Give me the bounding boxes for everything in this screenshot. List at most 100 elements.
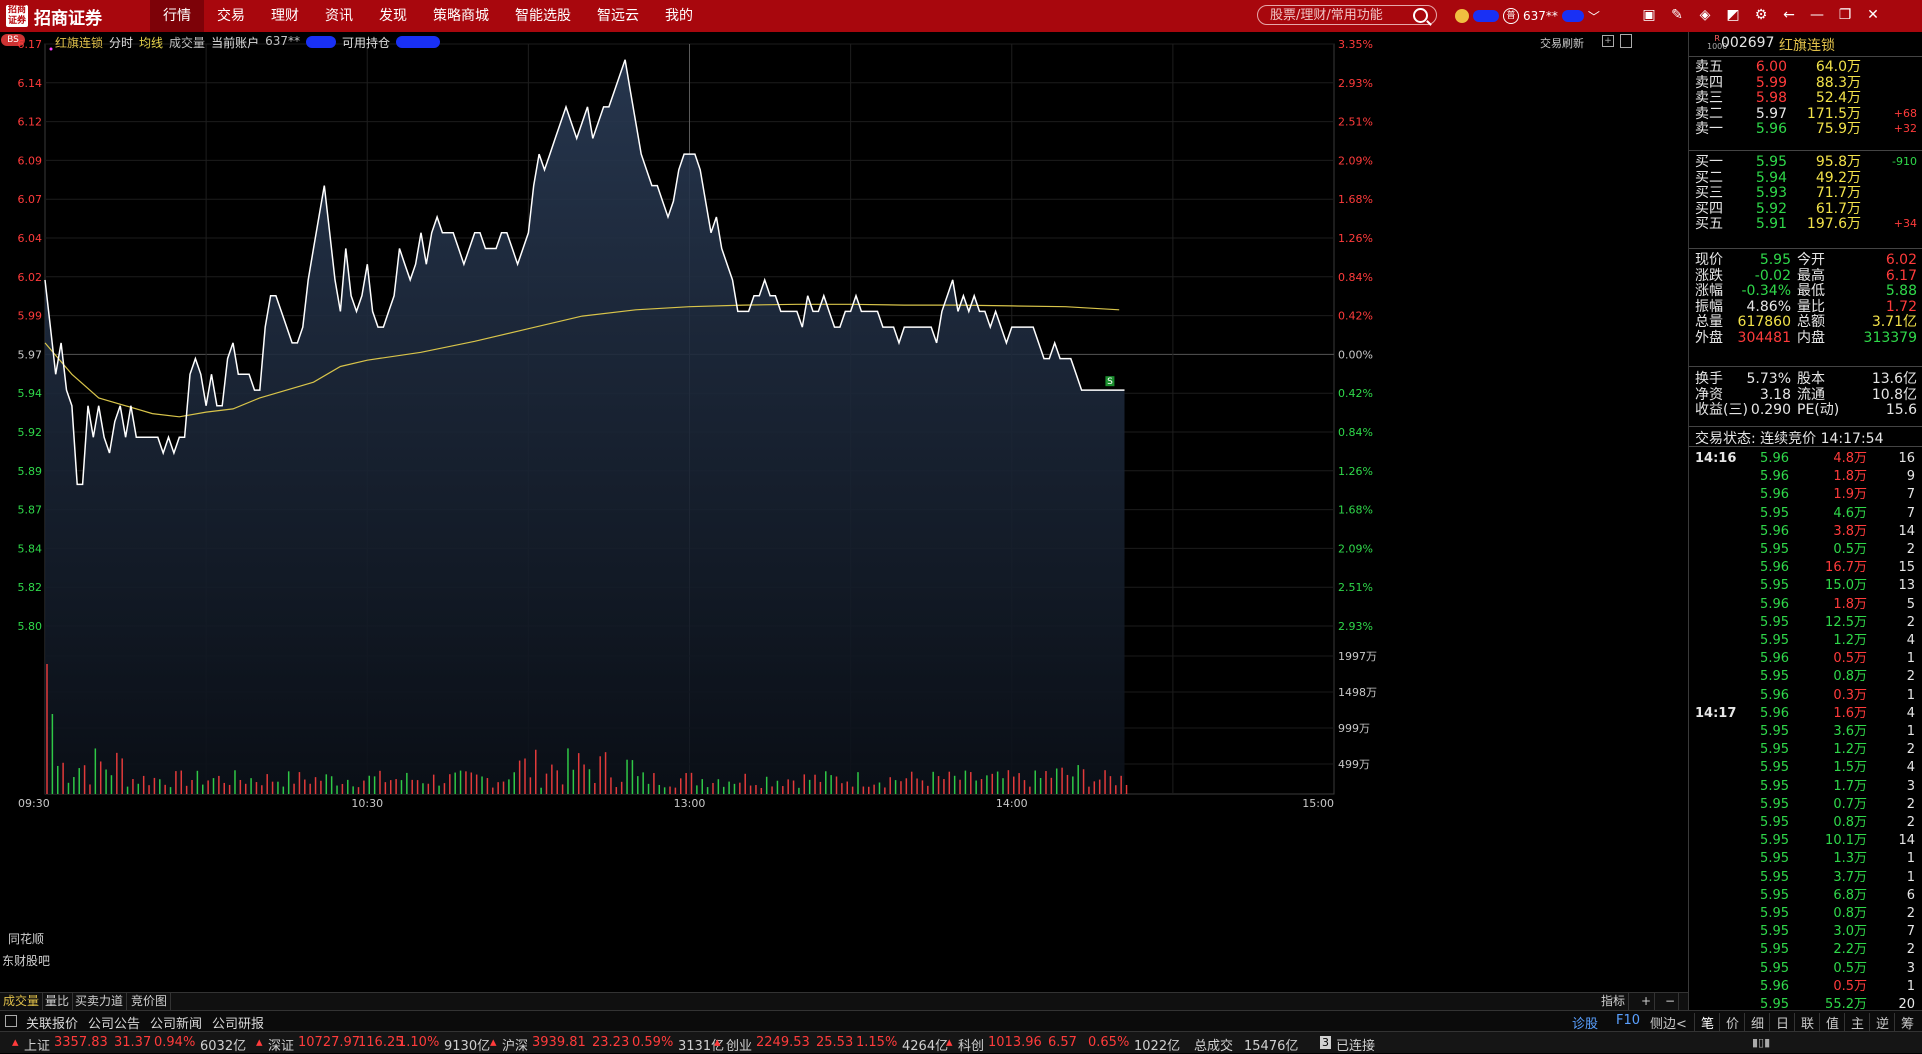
link-sidebar[interactable]: 侧边< xyxy=(1650,1017,1687,1032)
minimize-icon[interactable]: — xyxy=(1810,7,1824,23)
view-tab-6[interactable]: 主 xyxy=(1844,1013,1864,1032)
tick-row[interactable]: 5.96 1.9万 7 xyxy=(1695,486,1919,504)
tick-row[interactable]: 5.95 0.8万 2 xyxy=(1695,814,1919,832)
quote-code[interactable]: 002697 xyxy=(1721,35,1775,51)
view-tab-1[interactable]: 价 xyxy=(1719,1013,1739,1032)
link-f10[interactable]: F10 xyxy=(1616,1013,1641,1028)
view-tab-5[interactable]: 值 xyxy=(1819,1013,1839,1032)
bid-row[interactable]: 买五 5.91 197.6万 +34 xyxy=(1695,215,1917,233)
ask-row[interactable]: 卖二 5.97 171.5万 +68 xyxy=(1695,105,1917,123)
tick-row[interactable]: 5.95 1.2万 2 xyxy=(1695,741,1919,759)
tick-row[interactable]: 5.95 3.7万 1 xyxy=(1695,869,1919,887)
stat-row[interactable]: 涨跌 -0.02 最高 6.17 xyxy=(1695,267,1917,285)
bid-row[interactable]: 买一 5.95 95.8万 -910 xyxy=(1695,153,1917,171)
tick-row[interactable]: 5.95 12.5万 2 xyxy=(1695,614,1919,632)
tick-row[interactable]: 5.96 0.5万 1 xyxy=(1695,978,1919,996)
tick-row[interactable]: 14:16 5.96 4.8万 16 xyxy=(1695,450,1919,468)
intraday-chart[interactable]: 6.17 6.14 6.12 6.09 6.07 6.04 6.02 5.99 5.97 5.94… xyxy=(0,32,1688,992)
tick-row[interactable]: 5.96 1.8万 9 xyxy=(1695,468,1919,486)
left-label-tonghuashun[interactable]: 同花顺 xyxy=(8,932,45,946)
menu-zixun[interactable]: 资讯 xyxy=(325,8,353,24)
link-research[interactable]: 公司研报 xyxy=(212,1017,265,1032)
stat-row[interactable]: 现价 5.95 今开 6.02 xyxy=(1695,251,1917,269)
stat-row[interactable]: 总量 617860 总额 3.71亿 xyxy=(1695,313,1917,331)
tab-auction[interactable]: 竞价图 xyxy=(128,993,172,1010)
view-tab-0[interactable]: 笔 xyxy=(1694,1013,1714,1032)
tick-row[interactable]: 5.95 55.2万 20 xyxy=(1695,996,1919,1014)
view-tab-7[interactable]: 逆 xyxy=(1869,1013,1889,1032)
stat-row[interactable]: 振幅 4.86% 量比 1.72 xyxy=(1695,298,1917,316)
tab-volume[interactable]: 成交量 xyxy=(0,993,44,1010)
stat-row[interactable]: 换手 5.73% 股本 13.6亿 xyxy=(1695,370,1917,388)
tick-row[interactable]: 5.96 0.3万 1 xyxy=(1695,687,1919,705)
chart-mode[interactable]: 分时 xyxy=(109,36,134,50)
gear-icon[interactable]: ⚙ xyxy=(1754,7,1768,23)
tick-row[interactable]: 5.95 0.7万 2 xyxy=(1695,796,1919,814)
link-announcements[interactable]: 公司公告 xyxy=(88,1017,141,1032)
tick-row[interactable]: 5.95 0.5万 2 xyxy=(1695,541,1919,559)
tick-row[interactable]: 5.95 10.1万 14 xyxy=(1695,832,1919,850)
chart-icon[interactable]: ◩ xyxy=(1726,7,1740,23)
tick-row[interactable]: 5.95 0.8万 2 xyxy=(1695,668,1919,686)
edit-icon[interactable]: ✎ xyxy=(1671,7,1683,23)
view-tab-2[interactable]: 细 xyxy=(1744,1013,1764,1032)
left-label-dongcai[interactable]: 东财股吧 xyxy=(2,954,51,968)
tick-row[interactable]: 5.95 6.8万 6 xyxy=(1695,887,1919,905)
close-icon[interactable]: ✕ xyxy=(1867,7,1879,23)
quote-name[interactable]: 红旗连锁 xyxy=(1779,38,1835,54)
tab-volume-ratio[interactable]: 量比 xyxy=(42,993,74,1010)
menu-jiaoyi[interactable]: 交易 xyxy=(217,8,245,24)
stat-row[interactable]: 外盘 304481 内盘 313379 xyxy=(1695,329,1917,347)
tab-buysell-force[interactable]: 买卖力道 xyxy=(72,993,128,1010)
user-area[interactable]: 普 637** ﹀ xyxy=(1455,6,1600,26)
calendar-icon[interactable]: ▣ xyxy=(1642,7,1656,23)
tick-row[interactable]: 5.96 1.8万 5 xyxy=(1695,596,1919,614)
menu-hangqing[interactable]: 行情 xyxy=(150,0,204,32)
bid-row[interactable]: 买四 5.92 61.7万 xyxy=(1695,200,1917,218)
refresh-button[interactable]: 交易刷新 xyxy=(1540,37,1584,50)
connection-status[interactable]: 已连接 xyxy=(1336,1039,1376,1054)
bid-row[interactable]: 买三 5.93 71.7万 xyxy=(1695,184,1917,202)
menu-icon[interactable] xyxy=(5,1015,17,1027)
tick-row[interactable]: 5.95 1.5万 4 xyxy=(1695,759,1919,777)
link-news[interactable]: 公司新闻 xyxy=(150,1017,203,1032)
menu-licai[interactable]: 理财 xyxy=(271,8,299,24)
view-tab-4[interactable]: 联 xyxy=(1794,1013,1814,1032)
link-diagnose[interactable]: 诊股 xyxy=(1572,1017,1599,1032)
view-tab-3[interactable]: 日 xyxy=(1769,1013,1789,1032)
stat-row[interactable]: 净资 3.18 流通 10.8亿 xyxy=(1695,386,1917,404)
panel-toggle-icon[interactable] xyxy=(1620,34,1632,48)
search-input[interactable]: 股票/理财/常用功能 xyxy=(1257,5,1437,25)
tick-row[interactable]: 5.95 3.0万 7 xyxy=(1695,923,1919,941)
ask-row[interactable]: 卖一 5.96 75.9万 +32 xyxy=(1695,120,1917,138)
box-icon[interactable]: ◈ xyxy=(1699,7,1711,23)
view-tab-8[interactable]: 筹 xyxy=(1894,1013,1914,1032)
tick-row[interactable]: 5.95 2.2万 2 xyxy=(1695,941,1919,959)
tick-row[interactable]: 14:17 5.96 1.6万 4 xyxy=(1695,705,1919,723)
tick-row[interactable]: 5.96 0.5万 1 xyxy=(1695,650,1919,668)
menu-zhiyuanyun[interactable]: 智远云 xyxy=(597,8,639,24)
tab-indicator[interactable]: 指标 xyxy=(1598,993,1630,1010)
chart-avg-label[interactable]: 均线 xyxy=(139,36,164,50)
tick-row[interactable]: 5.95 4.6万 7 xyxy=(1695,505,1919,523)
menu-wode[interactable]: 我的 xyxy=(665,8,693,24)
lock-icon[interactable]: ▮▯▮ xyxy=(1752,1036,1771,1049)
tick-row[interactable]: 5.95 3.6万 1 xyxy=(1695,723,1919,741)
tab-minus-button[interactable]: − xyxy=(1662,993,1680,1010)
tick-row[interactable]: 5.96 16.7万 15 xyxy=(1695,559,1919,577)
menu-faxian[interactable]: 发现 xyxy=(379,8,407,24)
tick-row[interactable]: 5.95 15.0万 13 xyxy=(1695,577,1919,595)
chart-stock-name[interactable]: 红旗连锁 xyxy=(55,36,104,50)
bs-badge[interactable]: BS xyxy=(1,34,25,46)
menu-xuangu[interactable]: 智能选股 xyxy=(515,8,571,24)
stat-row[interactable]: 收益(三) 0.290 PE(动) 15.6 xyxy=(1695,401,1917,419)
stat-row[interactable]: 涨幅 -0.34% 最低 5.88 xyxy=(1695,282,1917,300)
expand-icon[interactable]: + xyxy=(1602,35,1614,47)
bid-row[interactable]: 买二 5.94 49.2万 xyxy=(1695,169,1917,187)
tick-row[interactable]: 5.95 0.8万 2 xyxy=(1695,905,1919,923)
restore-icon[interactable]: ❐ xyxy=(1838,7,1852,23)
ask-row[interactable]: 卖三 5.98 52.4万 xyxy=(1695,89,1917,107)
tick-row[interactable]: 5.95 1.3万 1 xyxy=(1695,850,1919,868)
back-icon[interactable]: ← xyxy=(1783,7,1795,23)
tick-row[interactable]: 5.96 3.8万 14 xyxy=(1695,523,1919,541)
